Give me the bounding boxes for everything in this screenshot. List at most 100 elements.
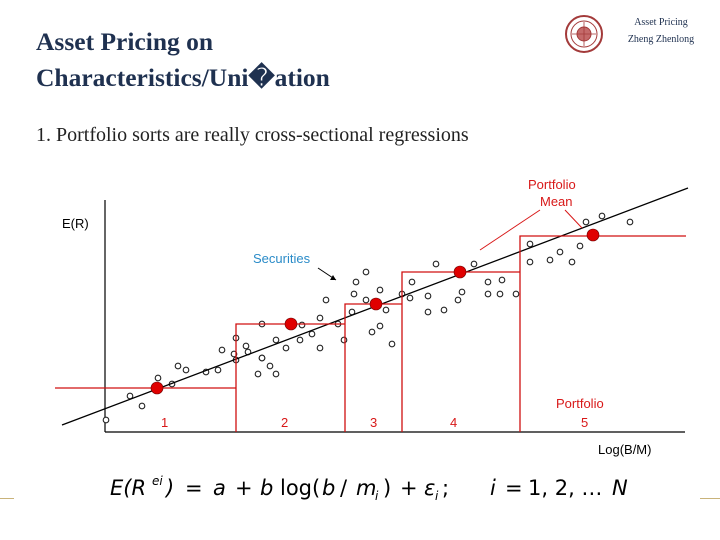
portfolio-mean-dot (284, 317, 298, 331)
x-axis-label: Log(B/M) (598, 442, 651, 457)
bullet-point: 1. Portfolio sorts are really cross-sect… (36, 124, 469, 146)
security-point (526, 258, 534, 266)
security-point (376, 322, 384, 330)
svg-text:i: i (490, 476, 496, 500)
security-point (296, 336, 304, 344)
security-point (258, 354, 266, 362)
step-line (55, 235, 686, 432)
portfolio-number: 3 (370, 415, 377, 430)
portfolio-sort-diagram: E(R) Log(B/M) 1 2 3 4 5 Securities Portfolio… (55, 177, 689, 500)
university-seal-icon (565, 15, 603, 53)
securities-scatter (102, 212, 634, 424)
security-point (254, 370, 262, 378)
svg-text:log(: log( (280, 476, 320, 500)
security-point (498, 276, 506, 284)
security-point (322, 296, 330, 304)
security-point (298, 321, 306, 329)
security-point (242, 342, 250, 350)
security-point (174, 362, 182, 370)
svg-text:ε: ε (424, 476, 435, 500)
security-point (362, 296, 370, 304)
portfolio-number: 1 (161, 415, 168, 430)
portfolio-number: 2 (281, 415, 288, 430)
title-line-1: Asset Pricing on (36, 27, 214, 56)
security-point (484, 290, 492, 298)
svg-text:/: / (340, 476, 348, 500)
security-point (454, 296, 462, 304)
security-point (218, 346, 226, 354)
footer-rule-right (700, 498, 720, 499)
securities-label: Securities (253, 251, 311, 266)
svg-text:+: + (235, 476, 253, 500)
author-name: Zheng Zhenlong (627, 34, 695, 45)
portfolio-mean-dot (586, 228, 600, 242)
security-point (266, 362, 274, 370)
title-line-2: Characteristics/Uni�ation (36, 63, 330, 92)
security-point (340, 336, 348, 344)
svg-text:;: ; (442, 476, 449, 500)
portfolio-label: Portfolio (556, 396, 604, 411)
portfolio-mean-dots (150, 228, 600, 395)
security-point (546, 256, 554, 264)
svg-text:i: i (435, 489, 439, 500)
portfolio-number: 4 (450, 415, 457, 430)
security-point (512, 290, 520, 298)
portfolio-mean-dot (453, 265, 467, 279)
security-point (556, 248, 564, 256)
svg-text:+: + (400, 476, 418, 500)
svg-text:N: N (612, 476, 628, 500)
security-point (316, 344, 324, 352)
portfolio-mean-arrow-2 (564, 209, 583, 229)
svg-text:): ) (383, 476, 391, 500)
svg-text:b: b (322, 476, 335, 500)
security-point (526, 240, 534, 248)
svg-text:1, 2, …: 1, 2, … (528, 476, 602, 500)
regression-equation: E(R ei ) = a + b log( b / m i ) + ε i ; … (110, 474, 628, 500)
security-point (214, 366, 222, 374)
security-point (102, 416, 110, 424)
security-point (484, 278, 492, 286)
svg-text:E(R: E(R (110, 476, 146, 500)
security-point (316, 314, 324, 322)
security-point (308, 330, 316, 338)
portfolio-mean-label-line2: Mean (540, 194, 573, 209)
security-point (376, 286, 384, 294)
security-point (272, 336, 280, 344)
security-point (496, 290, 504, 298)
security-point (626, 218, 634, 226)
svg-text:=: = (185, 476, 203, 500)
security-point (362, 268, 370, 276)
portfolio-mean-arrow-1 (479, 209, 541, 251)
svg-text:a: a (213, 476, 226, 500)
security-point (154, 374, 162, 382)
svg-text:m: m (356, 476, 376, 500)
portfolio-mean-label-line1: Portfolio (528, 177, 576, 192)
portfolio-step-lines (55, 235, 686, 432)
security-point (598, 212, 606, 220)
security-point (272, 370, 280, 378)
security-point (424, 292, 432, 300)
security-point (470, 260, 478, 268)
svg-text:ei: ei (152, 474, 163, 488)
svg-text:=: = (505, 476, 523, 500)
portfolio-mean-dot (369, 297, 383, 311)
security-point (350, 290, 358, 298)
slide-title: Asset Pricing on Characteristics/Uni�ati… (36, 24, 516, 96)
security-point (406, 294, 414, 302)
svg-text:b: b (260, 476, 273, 500)
portfolio-mean-dot (150, 381, 164, 395)
course-name: Asset Pricing (634, 17, 688, 28)
security-point (182, 366, 190, 374)
footer-rule-left (0, 498, 14, 499)
y-axis-label: E(R) (62, 216, 89, 231)
security-point (382, 306, 390, 314)
security-point (138, 402, 146, 410)
security-point (352, 278, 360, 286)
securities-arrowhead (330, 275, 336, 280)
security-point (424, 308, 432, 316)
portfolio-number: 5 (581, 415, 588, 430)
security-point (458, 288, 466, 296)
security-point (408, 278, 416, 286)
security-point (282, 344, 290, 352)
svg-text:i: i (375, 489, 379, 500)
